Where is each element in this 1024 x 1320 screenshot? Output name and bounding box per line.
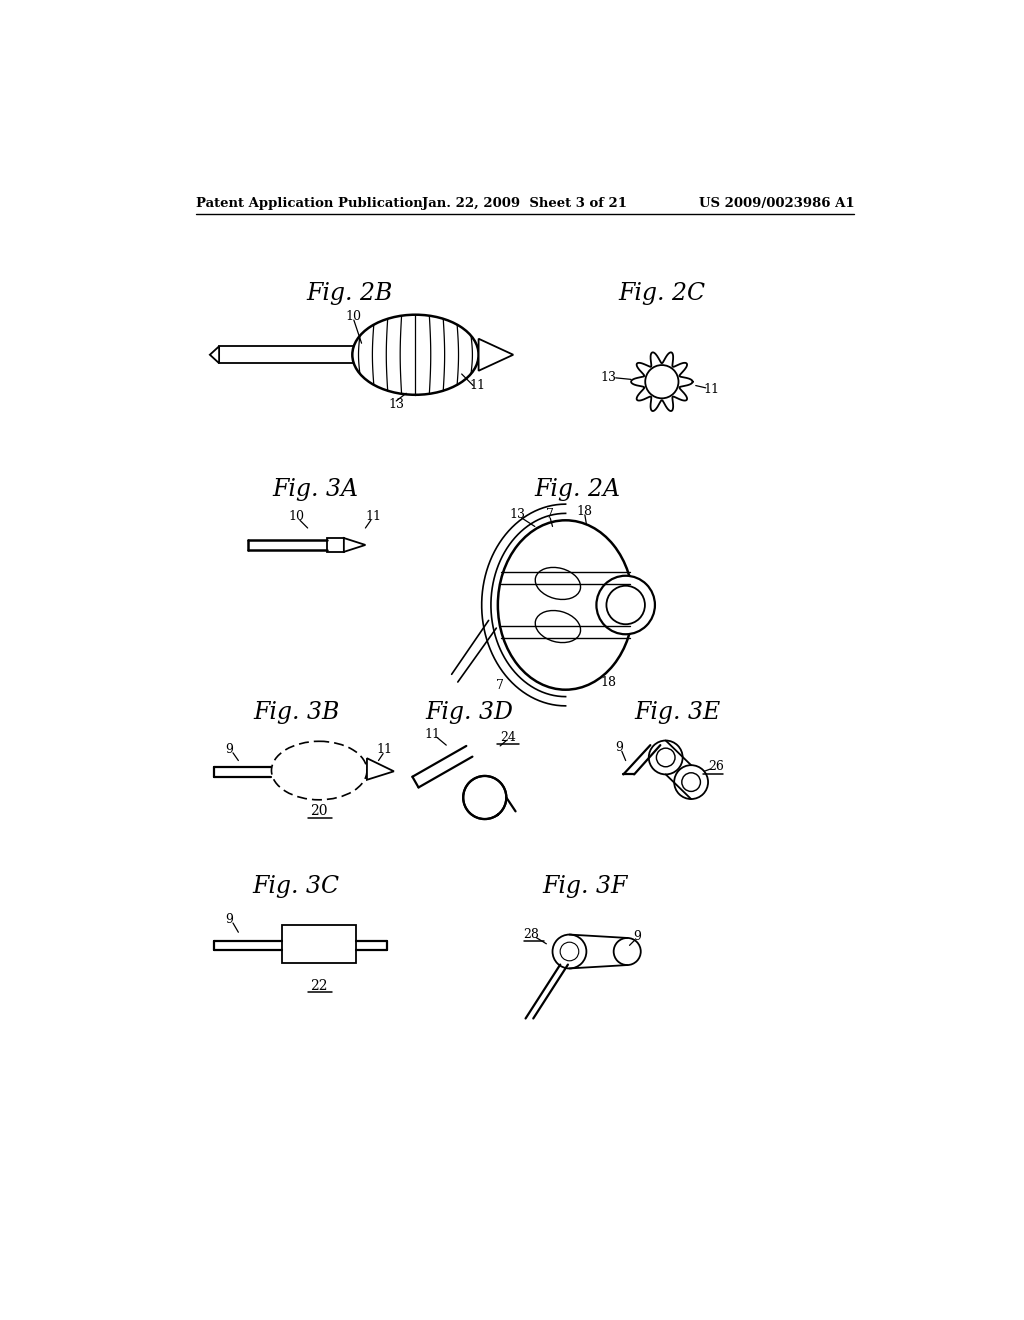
Text: 22: 22 [310, 979, 328, 993]
Text: Patent Application Publication: Patent Application Publication [196, 197, 423, 210]
Circle shape [553, 935, 587, 969]
Circle shape [656, 748, 675, 767]
Text: 13: 13 [388, 399, 404, 412]
Polygon shape [367, 758, 394, 780]
Text: Jan. 22, 2009  Sheet 3 of 21: Jan. 22, 2009 Sheet 3 of 21 [422, 197, 628, 210]
Ellipse shape [271, 742, 367, 800]
Ellipse shape [352, 314, 478, 395]
Text: Fig. 2B: Fig. 2B [307, 281, 393, 305]
Text: 18: 18 [600, 676, 616, 689]
Circle shape [674, 766, 708, 799]
Text: 7: 7 [497, 680, 504, 693]
Text: 24: 24 [500, 731, 516, 744]
Polygon shape [478, 339, 513, 371]
FancyBboxPatch shape [219, 346, 354, 363]
Circle shape [560, 942, 579, 961]
Text: Fig. 2A: Fig. 2A [535, 478, 621, 502]
Polygon shape [210, 346, 219, 363]
Circle shape [463, 776, 506, 818]
Text: 7: 7 [546, 508, 554, 520]
Text: 9: 9 [225, 912, 233, 925]
Text: 11: 11 [377, 743, 392, 756]
Bar [327, 539, 344, 552]
Text: Fig. 3D: Fig. 3D [425, 701, 513, 725]
Text: 10: 10 [346, 310, 361, 323]
Text: 11: 11 [469, 379, 485, 392]
Circle shape [613, 939, 641, 965]
Circle shape [649, 741, 683, 775]
Text: 9: 9 [633, 929, 641, 942]
Text: Fig. 3F: Fig. 3F [542, 875, 628, 898]
Text: 9: 9 [615, 741, 624, 754]
Text: 11: 11 [366, 510, 381, 523]
Ellipse shape [498, 520, 634, 689]
Text: Fig. 3A: Fig. 3A [272, 478, 358, 502]
Circle shape [682, 772, 700, 792]
Text: Fig. 2C: Fig. 2C [618, 281, 706, 305]
Bar [283, 924, 356, 964]
Text: 18: 18 [577, 504, 593, 517]
Text: 11: 11 [424, 727, 440, 741]
Circle shape [645, 366, 679, 399]
Polygon shape [344, 539, 366, 552]
Text: Fig. 3C: Fig. 3C [253, 875, 340, 898]
Text: Fig. 3E: Fig. 3E [634, 701, 721, 725]
Text: US 2009/0023986 A1: US 2009/0023986 A1 [698, 197, 854, 210]
Text: 20: 20 [310, 804, 328, 818]
Text: 13: 13 [600, 371, 616, 384]
Text: 9: 9 [225, 743, 233, 756]
Circle shape [596, 576, 655, 635]
Text: 26: 26 [708, 760, 724, 774]
Text: 28: 28 [523, 928, 539, 941]
Text: 11: 11 [703, 383, 720, 396]
Text: 13: 13 [509, 508, 525, 520]
Text: 10: 10 [288, 510, 304, 523]
Text: Fig. 3B: Fig. 3B [253, 701, 339, 725]
Circle shape [606, 586, 645, 624]
